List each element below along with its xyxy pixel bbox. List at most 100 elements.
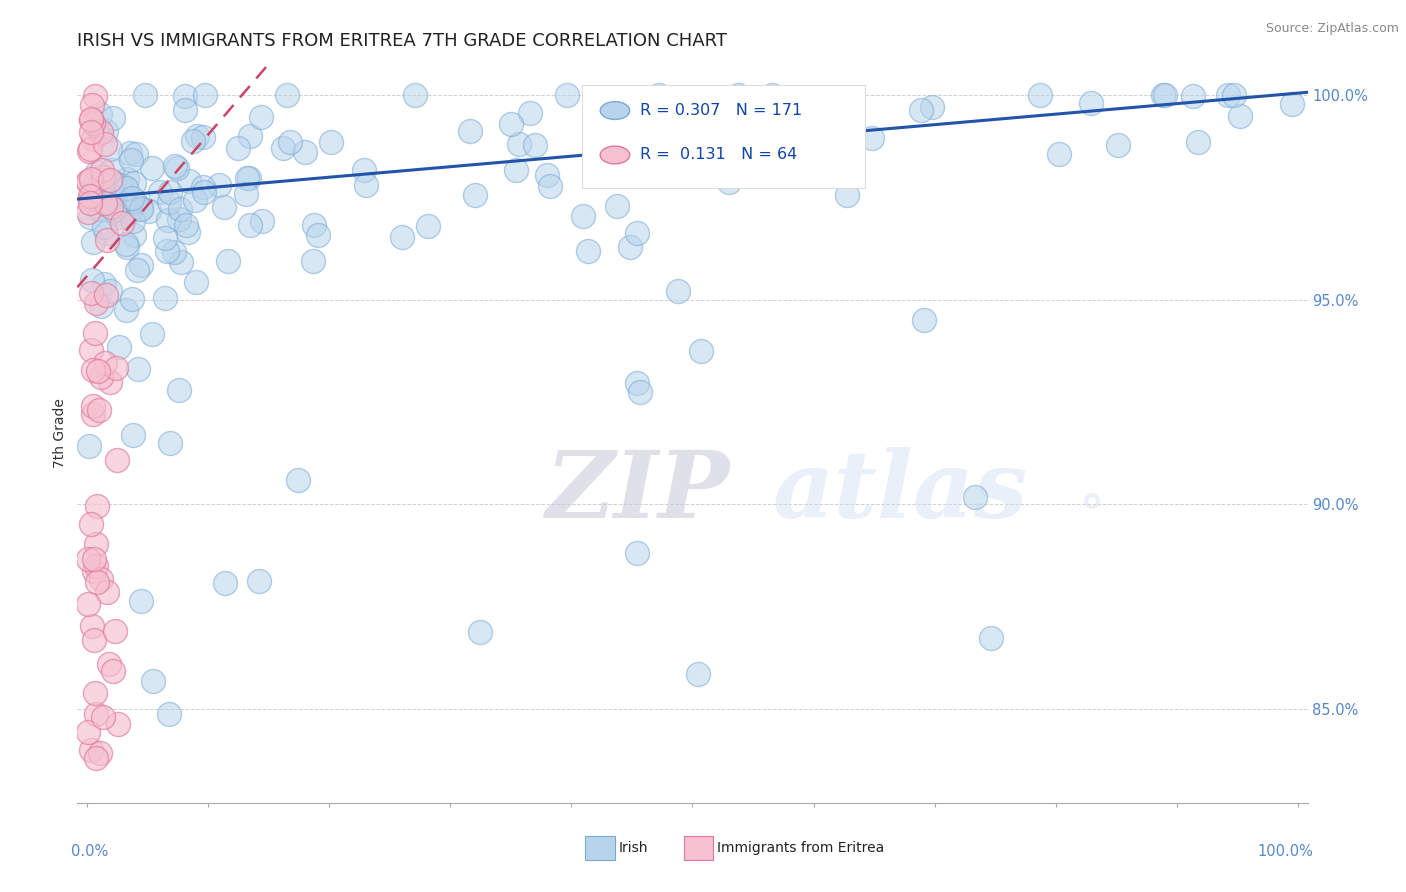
Point xyxy=(125,147,148,161)
Point xyxy=(1187,135,1209,149)
Point xyxy=(91,163,114,178)
Point xyxy=(648,88,671,103)
Point xyxy=(718,175,741,189)
Point xyxy=(1107,137,1129,152)
Point xyxy=(83,552,105,566)
Point xyxy=(84,686,107,700)
Point xyxy=(194,88,217,103)
Point xyxy=(458,124,481,138)
FancyBboxPatch shape xyxy=(585,836,614,860)
Point xyxy=(84,296,107,310)
Point xyxy=(105,453,128,467)
Point xyxy=(628,385,651,400)
Point xyxy=(101,664,124,678)
Point xyxy=(638,168,661,182)
Point xyxy=(107,340,129,354)
Point xyxy=(79,112,101,127)
Point xyxy=(184,193,207,207)
Point xyxy=(117,171,139,186)
Point xyxy=(80,190,103,204)
Point xyxy=(965,490,987,504)
Point xyxy=(77,439,100,453)
Point xyxy=(505,163,527,178)
Point xyxy=(157,194,180,209)
Point xyxy=(91,710,114,724)
Point xyxy=(94,226,117,240)
Point xyxy=(214,576,236,591)
Point xyxy=(93,219,115,234)
Point xyxy=(626,226,648,240)
Point xyxy=(727,88,749,103)
Point xyxy=(79,516,101,531)
Point xyxy=(595,108,617,122)
Point xyxy=(84,707,107,722)
Point xyxy=(86,364,108,378)
Point xyxy=(319,136,342,150)
Point xyxy=(141,327,163,342)
Point xyxy=(239,218,262,232)
Point xyxy=(912,312,935,326)
Point xyxy=(79,192,101,206)
Point xyxy=(98,376,121,390)
Point xyxy=(84,751,107,765)
Point xyxy=(391,229,413,244)
Point xyxy=(82,273,104,287)
Point xyxy=(84,89,107,103)
Point xyxy=(86,574,108,589)
Point xyxy=(86,499,108,513)
Point xyxy=(94,288,117,302)
Point xyxy=(96,233,118,247)
Point xyxy=(247,574,270,588)
Point xyxy=(860,130,883,145)
Point xyxy=(83,633,105,648)
Point xyxy=(634,136,657,151)
Point xyxy=(191,180,214,194)
Point xyxy=(179,174,201,188)
Point xyxy=(87,202,110,216)
Point xyxy=(121,191,143,205)
Point xyxy=(186,128,208,143)
Point xyxy=(97,657,120,672)
Point xyxy=(127,262,149,277)
Text: ZIP: ZIP xyxy=(546,447,730,537)
Point xyxy=(124,194,146,208)
Point xyxy=(115,303,138,318)
Point xyxy=(1229,109,1251,123)
Point xyxy=(163,159,186,173)
Point xyxy=(83,564,105,578)
Point xyxy=(626,376,648,390)
Point xyxy=(761,88,783,103)
Point xyxy=(294,145,316,160)
Point xyxy=(156,212,179,227)
Point xyxy=(193,185,215,199)
Point xyxy=(79,196,101,211)
Point xyxy=(238,171,260,186)
Point xyxy=(96,585,118,599)
Point xyxy=(212,200,235,214)
Point xyxy=(470,625,492,640)
FancyBboxPatch shape xyxy=(683,836,713,860)
Point xyxy=(235,187,257,202)
Point xyxy=(508,137,530,152)
Point xyxy=(86,189,108,203)
Text: IRISH VS IMMIGRANTS FROM ERITREA 7TH GRADE CORRELATION CHART: IRISH VS IMMIGRANTS FROM ERITREA 7TH GRA… xyxy=(77,32,727,50)
Point xyxy=(90,572,112,586)
Point xyxy=(120,145,142,160)
Point xyxy=(79,210,101,224)
Text: Immigrants from Eritrea: Immigrants from Eritrea xyxy=(717,841,884,855)
Point xyxy=(464,188,486,202)
Text: Irish: Irish xyxy=(619,841,648,855)
Point xyxy=(127,361,149,376)
Point xyxy=(523,137,546,152)
Point xyxy=(82,235,104,249)
Point xyxy=(191,129,214,144)
Point xyxy=(228,141,250,155)
Point xyxy=(80,743,103,757)
Point xyxy=(77,724,100,739)
Point xyxy=(129,201,152,215)
Point xyxy=(80,286,103,301)
Point xyxy=(129,593,152,607)
Point xyxy=(250,214,273,228)
Point xyxy=(80,97,103,112)
Point xyxy=(129,202,152,216)
